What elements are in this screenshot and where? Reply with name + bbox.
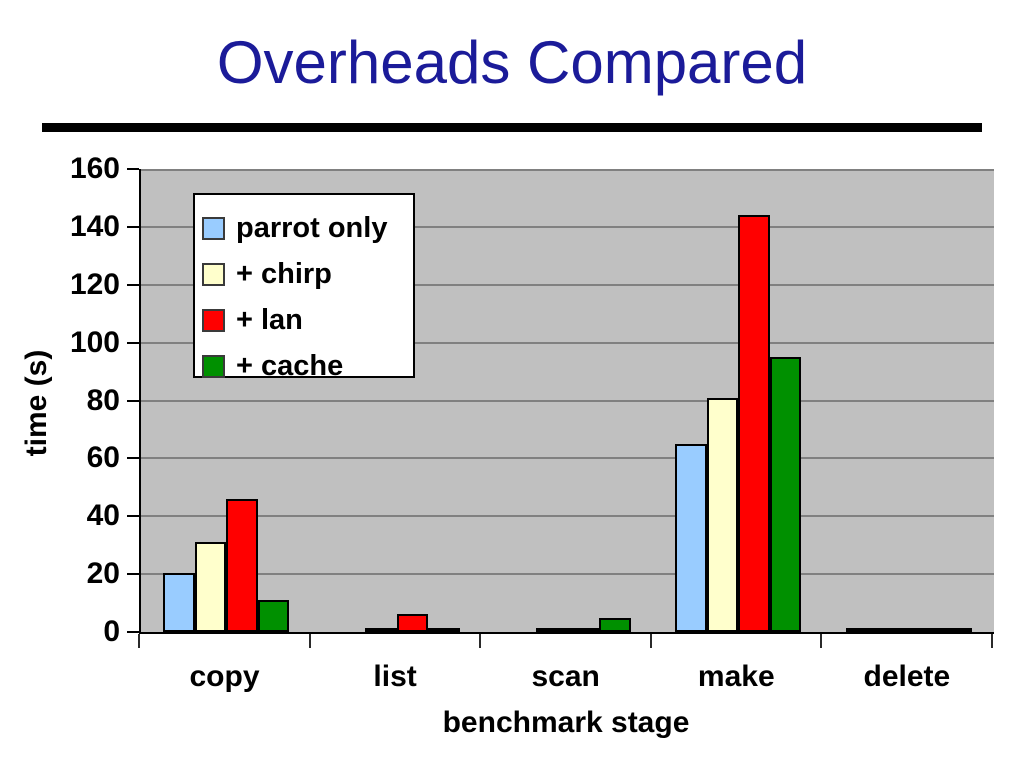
ytick-mark-60	[127, 457, 139, 460]
bar-make-parrot-only	[675, 443, 707, 632]
legend-swatch-icon	[202, 216, 225, 240]
gridline-y80	[141, 399, 994, 402]
xtick-mark-2	[479, 634, 482, 648]
legend-item-parrot-only: parrot only	[202, 205, 413, 251]
bar-list--cache	[428, 628, 460, 632]
ytick-mark-120	[127, 283, 139, 286]
bar-delete--chirp	[877, 628, 909, 632]
xcat-label-scan: scan	[531, 660, 600, 693]
page-title: Overheads Compared	[216, 29, 808, 96]
gridline-y120	[141, 283, 994, 286]
legend-item-label: + lan	[236, 303, 303, 336]
bar-delete--cache	[940, 628, 972, 632]
legend-item--cache: + cache	[202, 343, 413, 389]
bar-copy--chirp	[194, 542, 227, 632]
title-divider-rule	[42, 123, 982, 132]
bar-copy--lan	[226, 498, 258, 632]
legend-item-label: + cache	[236, 349, 344, 382]
ytick-mark-40	[127, 515, 139, 518]
ytick-label-20: 20	[86, 557, 120, 591]
ytick-label-100: 100	[69, 325, 120, 359]
gridline-y140	[141, 225, 994, 228]
bar-scan--lan	[567, 627, 599, 632]
bar-make--lan	[738, 215, 770, 632]
xcat-label-delete: delete	[863, 660, 951, 693]
xtick-mark-0	[138, 634, 140, 648]
legend-item-label: parrot only	[236, 211, 388, 244]
chart-legend: parrot only + chirp + lan + cache	[193, 193, 415, 382]
legend-swatch-icon	[202, 354, 225, 378]
legend-swatch-icon	[202, 262, 225, 286]
ytick-label-120: 120	[69, 267, 120, 301]
ytick-label-140: 140	[69, 209, 120, 243]
ytick-mark-80	[127, 399, 139, 402]
ytick-mark-140	[127, 225, 139, 228]
xtick-mark-3	[649, 634, 652, 648]
gridline-y160	[141, 169, 994, 171]
ytick-label-40: 40	[86, 499, 120, 533]
xcat-label-copy: copy	[189, 660, 260, 693]
ytick-mark-0	[127, 631, 139, 633]
gridline-y40	[141, 515, 994, 518]
bar-make--cache	[769, 357, 802, 632]
ytick-mark-20	[127, 573, 139, 576]
bar-delete--lan	[908, 628, 941, 632]
xcat-label-list: list	[373, 660, 417, 693]
bar-list--lan	[396, 613, 429, 632]
gridline-y20	[141, 573, 994, 576]
legend-item-label: + chirp	[236, 257, 332, 290]
xtick-mark-4	[820, 634, 823, 648]
bar-list--chirp	[365, 628, 397, 632]
bar-make--chirp	[706, 397, 739, 632]
chart-plot-area	[139, 169, 994, 634]
ytick-label-160: 160	[69, 152, 120, 185]
bar-copy--cache	[257, 600, 290, 632]
legend-item--chirp: + chirp	[202, 251, 413, 297]
bar-copy-parrot-only	[163, 572, 195, 632]
bar-scan--cache	[599, 617, 631, 632]
xcat-label-make: make	[697, 660, 775, 693]
legend-item--lan: + lan	[202, 297, 413, 343]
ytick-label-80: 80	[86, 383, 120, 417]
gridline-y60	[141, 457, 994, 460]
legend-swatch-icon	[202, 308, 225, 332]
ytick-mark-160	[127, 168, 139, 170]
bar-scan--chirp	[536, 628, 568, 632]
ytick-mark-100	[127, 341, 139, 344]
gridline-y100	[141, 341, 994, 344]
xtick-mark-5	[991, 634, 993, 648]
xtick-mark-1	[308, 634, 311, 648]
x-axis-title: benchmark stage	[442, 706, 690, 739]
bar-delete-parrot-only	[845, 628, 878, 632]
ytick-label-0: 0	[103, 615, 120, 648]
ytick-label-60: 60	[86, 441, 120, 475]
